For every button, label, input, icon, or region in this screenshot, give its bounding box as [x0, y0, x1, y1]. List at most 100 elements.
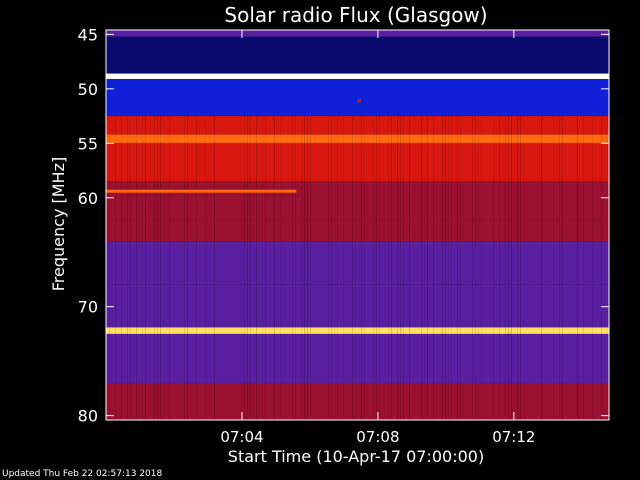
noise-streak: [400, 116, 401, 420]
noise-streak: [184, 116, 185, 420]
noise-streak: [403, 116, 404, 420]
noise-streak: [109, 116, 110, 420]
noise-streak: [337, 116, 338, 420]
noise-streak: [541, 116, 542, 420]
noise-streak: [361, 116, 362, 420]
y-tick-label: 45: [78, 25, 98, 44]
spectrum-band: [106, 284, 609, 328]
noise-streak: [214, 116, 215, 420]
noise-streak: [301, 116, 302, 420]
noise-streak: [517, 116, 518, 420]
spectrum-band: [106, 333, 609, 383]
noise-streak: [121, 116, 122, 420]
noise-streak: [334, 116, 335, 420]
axis-ticks: 07:04 07:08 07:12 45 50 55 60 70 80: [78, 25, 609, 446]
noise-streak: [241, 116, 242, 420]
noise-streak: [388, 116, 389, 420]
spectrum-band: [106, 36, 609, 74]
spectrum-band: [106, 121, 609, 135]
noise-streak: [421, 116, 422, 420]
noise-streak: [247, 116, 248, 420]
noise-streak: [409, 116, 410, 420]
emission-feature: [106, 189, 297, 193]
noise-streak: [136, 116, 137, 420]
spectrum-band: [106, 30, 609, 37]
noise-streak: [145, 116, 146, 420]
noise-streak: [499, 116, 500, 420]
noise-streak: [307, 116, 308, 420]
noise-streak: [196, 116, 197, 420]
noise-streak: [427, 116, 428, 420]
plot-area: [106, 30, 609, 420]
noise-streak: [460, 116, 461, 420]
y-tick-label: 80: [78, 407, 98, 426]
noise-streak: [304, 116, 305, 420]
spectrum-band: [106, 181, 609, 220]
spectrum-band: [106, 143, 609, 182]
noise-streak: [457, 116, 458, 420]
noise-streak: [475, 116, 476, 420]
y-tick-label: 60: [78, 189, 98, 208]
noise-streak: [160, 116, 161, 420]
noise-streak: [328, 116, 329, 420]
noise-streak: [559, 116, 560, 420]
spectrum-band: [106, 219, 609, 242]
noise-streak: [142, 116, 143, 420]
noise-streak: [295, 116, 296, 420]
noise-streak: [583, 116, 584, 420]
spectrum-band: [106, 79, 609, 117]
noise-streak: [511, 116, 512, 420]
noise-streak: [274, 116, 275, 420]
x-tick-label: 07:04: [220, 428, 263, 446]
noise-streak: [592, 116, 593, 420]
noise-streak: [292, 116, 293, 420]
noise-streak: [127, 116, 128, 420]
noise-streak: [607, 116, 608, 420]
noise-streak: [481, 116, 482, 420]
noise-streak: [352, 116, 353, 420]
noise-streak: [244, 116, 245, 420]
noise-streak: [445, 116, 446, 420]
noise-streak: [355, 116, 356, 420]
noise-streak: [391, 116, 392, 420]
noise-streak: [508, 116, 509, 420]
updated-timestamp: Updated Thu Feb 22 02:57:13 2018: [2, 469, 163, 479]
noise-streak: [343, 116, 344, 420]
noise-streak: [169, 116, 170, 420]
noise-streak: [379, 116, 380, 420]
y-tick-label: 50: [78, 80, 98, 99]
noise-streak: [451, 116, 452, 420]
plot-frame: [105, 29, 610, 421]
spectrum-band: [106, 73, 609, 80]
noise-streak: [115, 116, 116, 420]
noise-streak: [577, 116, 578, 420]
noise-streak: [505, 116, 506, 420]
noise-streak: [358, 116, 359, 420]
spectrum-band: [106, 116, 609, 122]
noise-streak: [157, 116, 158, 420]
noise-streak: [376, 116, 377, 420]
chart-title: Solar radio Flux (Glasgow): [224, 3, 487, 27]
noise-streak: [256, 116, 257, 420]
noise-streak: [442, 116, 443, 420]
noise-streak: [154, 116, 155, 420]
y-tick-label: 70: [78, 298, 98, 317]
noise-streak: [493, 116, 494, 420]
y-tick-label: 55: [78, 134, 98, 153]
noise-streak: [265, 116, 266, 420]
noise-streak: [472, 116, 473, 420]
x-axis-label: Start Time (10-Apr-17 07:00:00): [228, 447, 484, 466]
x-tick-label: 07:12: [492, 428, 535, 446]
spectrum-band: [106, 134, 609, 144]
noise-streak: [331, 116, 332, 420]
x-tick-label: 07:08: [356, 428, 399, 446]
noise-streak: [478, 116, 479, 420]
spectrum-band: [106, 327, 609, 334]
noise-streak: [310, 116, 311, 420]
noise-streak: [553, 116, 554, 420]
noise-streak: [364, 116, 365, 420]
spectrum-band: [106, 382, 609, 420]
noise-streak: [601, 116, 602, 420]
spectrum-band: [106, 241, 609, 285]
